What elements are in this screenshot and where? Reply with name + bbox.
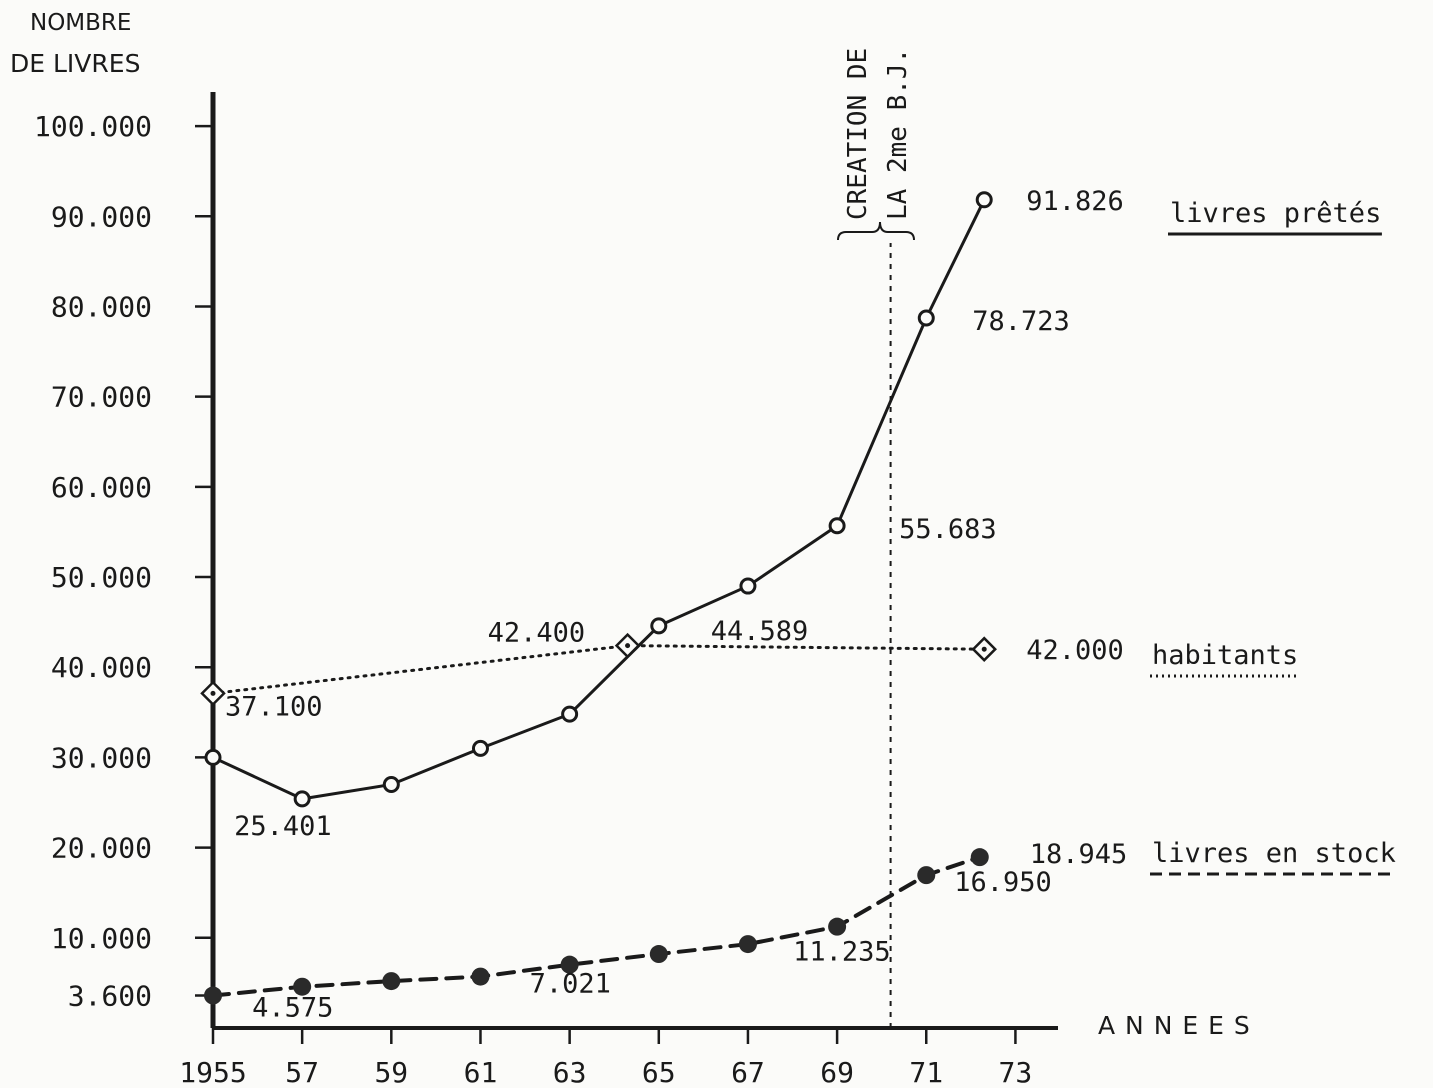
data-point (828, 917, 847, 936)
series-line-dashed (211, 855, 982, 998)
x-tick-label: 73 (999, 1056, 1033, 1088)
y-tick-label: 70.000 (51, 381, 152, 414)
data-point-center (210, 690, 216, 696)
data-point (917, 309, 935, 327)
x-tick-label: 57 (285, 1056, 319, 1088)
series-line-solid (211, 198, 986, 801)
y-tick-label: 40.000 (51, 651, 152, 684)
data-label: 42.400 (488, 618, 586, 649)
y-tick-label: 60.000 (51, 471, 152, 504)
data-label: 16.950 (954, 867, 1052, 898)
data-label: 7.021 (530, 969, 611, 1000)
data-point (970, 848, 989, 867)
labels-group: CREATION DE LA 2me B.J. 25.401 44.589 55.683… (225, 48, 1397, 1024)
series-group (200, 191, 997, 1005)
y-tick-label: 10.000 (51, 922, 152, 955)
data-label: 4.575 (252, 993, 333, 1024)
x-tick-label: 59 (374, 1056, 408, 1088)
data-point (828, 517, 846, 535)
data-point-center (625, 643, 631, 649)
data-label: 55.683 (899, 514, 997, 545)
y-axis-title-line-2: DE LIVRES (10, 49, 140, 78)
data-label: 11.235 (793, 937, 891, 968)
data-point (739, 577, 757, 595)
data-label: 91.826 (1026, 186, 1124, 217)
annotation-brace (837, 221, 915, 241)
data-point (382, 775, 400, 793)
y-axis-title-line-1: NOMBRE (30, 10, 131, 36)
x-tick-label: 65 (642, 1056, 676, 1088)
y-tick-label: 3.600 (68, 980, 152, 1013)
data-point (204, 986, 222, 1005)
x-tick-label: 67 (731, 1056, 765, 1088)
x-axis-title: A N N E E S (1098, 1011, 1251, 1040)
y-tick-label: 100.000 (34, 110, 152, 143)
data-point (917, 866, 936, 885)
series-name-label: habitants (1152, 640, 1298, 671)
data-point (649, 945, 668, 964)
series-name-label: livres prêtés (1170, 198, 1381, 229)
data-point (204, 748, 222, 766)
y-tick-label: 30.000 (51, 741, 152, 774)
annotation-text-line-2: LA 2me B.J. (883, 48, 913, 220)
data-point (650, 617, 668, 635)
data-label: 42.000 (1026, 635, 1124, 666)
data-point (293, 790, 311, 808)
x-tick-label: 71 (909, 1056, 943, 1088)
y-tick-label: 80.000 (51, 290, 152, 323)
data-point (293, 977, 312, 996)
data-point (471, 739, 489, 757)
x-tick-label: 1955 (179, 1056, 246, 1088)
data-point (560, 955, 579, 974)
axes-group: NOMBRE DE LIVRES 3.600 10.000 20.000 30.000 40… (10, 10, 1251, 1088)
x-tick-label: 63 (553, 1056, 587, 1088)
data-point (471, 967, 490, 986)
x-tick-label: 61 (464, 1056, 498, 1088)
y-tick-label: 90.000 (51, 200, 152, 233)
data-point (382, 972, 401, 991)
data-label: 78.723 (972, 306, 1070, 337)
data-point-center (981, 646, 987, 652)
data-point (561, 705, 579, 723)
annotation-text-line-1: CREATION DE (843, 48, 873, 220)
data-label: 18.945 (1030, 839, 1128, 870)
y-tick-label: 50.000 (51, 561, 152, 594)
data-label: 25.401 (234, 811, 332, 842)
data-point (975, 191, 993, 209)
y-tick-label: 20.000 (51, 832, 152, 865)
series-name-label: livres en stock (1152, 838, 1396, 869)
data-label: 44.589 (711, 616, 809, 647)
x-tick-label: 69 (820, 1056, 854, 1088)
data-point (738, 935, 757, 954)
data-label: 37.100 (225, 691, 323, 722)
